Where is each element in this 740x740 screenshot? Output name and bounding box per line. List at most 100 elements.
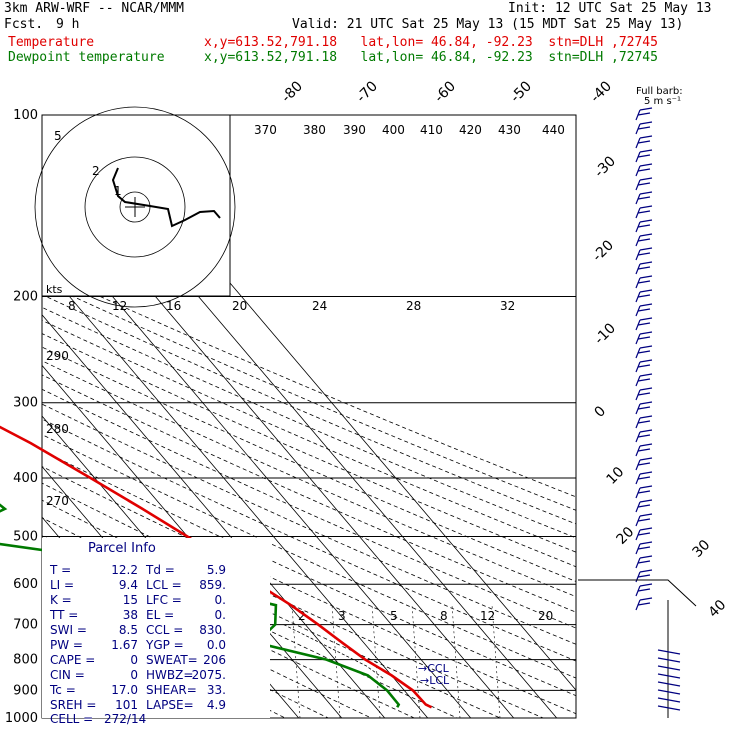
- mixing-ratio-label: 20: [538, 609, 553, 623]
- wind-barb-flag: [639, 359, 653, 363]
- wind-barb-low: [657, 657, 681, 663]
- wind-barb-flag: [639, 303, 653, 307]
- wind-barb-flag: [639, 149, 653, 153]
- dry-adiabat: [42, 319, 576, 553]
- theta-label: 400: [382, 123, 405, 137]
- parcel-path: [283, 624, 384, 679]
- wind-barb-flag: [637, 322, 651, 326]
- parcel-info-key: Td =: [145, 563, 175, 577]
- wind-barb-flag: [637, 448, 651, 452]
- wind-barb-flag: [637, 168, 651, 172]
- parcel-info-value: 0.: [215, 593, 226, 607]
- wind-barb-flag: [639, 191, 653, 195]
- theta-left-label: 290: [46, 349, 69, 363]
- wind-barb-flag: [637, 532, 651, 536]
- wind-barb-flag: [637, 392, 651, 396]
- wind-barb-flag: [637, 350, 651, 354]
- wind-barb-flag: [639, 373, 653, 377]
- legend-temperature-location: x,y=613.52,791.18 lat,lon= 46.84, -92.23…: [204, 35, 658, 50]
- pressure-tick-label: 800: [13, 653, 38, 668]
- model-title: 3km ARW-WRF -- NCAR/MMM: [4, 1, 185, 16]
- ccl-marker: →CCL: [418, 662, 450, 675]
- theta-label: 380: [303, 123, 326, 137]
- parcel-info-value: 101: [115, 698, 138, 712]
- isotherm-label: -50: [508, 78, 535, 105]
- pressure-tick-label: 200: [13, 290, 38, 305]
- isotherm-label: 40: [706, 597, 730, 621]
- wind-barb-flag: [637, 112, 651, 116]
- parcel-info-value: 33.: [207, 683, 226, 697]
- parcel-info-value: 0: [130, 668, 138, 682]
- isotherm-label: 0: [592, 403, 610, 421]
- hodograph-trace: [111, 167, 221, 228]
- dry-adiabat: [42, 333, 576, 568]
- parcel-info-key: Tc =: [49, 683, 76, 697]
- parcel-info-value: 206: [203, 653, 226, 667]
- wind-barb-flag: [639, 499, 653, 503]
- wind-barb-flag: [637, 126, 651, 130]
- mixing-ratio-label: 5: [390, 609, 398, 623]
- hodograph-speed-label: 24: [312, 299, 327, 313]
- wind-barb-flag: [637, 294, 651, 298]
- parcel-info-value: 0.0: [207, 638, 226, 652]
- wind-barb-flag: [637, 140, 651, 144]
- parcel-info-value: 5.9: [207, 563, 226, 577]
- parcel-info-key: YGP =: [145, 638, 184, 652]
- mixing-ratio-line: [371, 604, 381, 718]
- wind-barb-flag: [637, 210, 651, 214]
- parcel-info-key: T =: [49, 563, 71, 577]
- hodograph-frame: [41, 114, 231, 297]
- parcel-info-title: Parcel Info: [88, 541, 156, 556]
- wind-barb-flag: [639, 541, 653, 545]
- mixing-ratio-line: [331, 604, 341, 718]
- isotherm-line: [42, 263, 429, 718]
- init-time: Init: 12 UTC Sat 25 May 13: [508, 1, 712, 16]
- pressure-tick-label: 700: [13, 618, 38, 633]
- parcel-info-background: [42, 538, 270, 718]
- hodograph-ring-label: 5: [54, 129, 62, 143]
- parcel-info-key: PW =: [50, 638, 83, 652]
- wind-barb-flag: [639, 107, 653, 111]
- dry-adiabat: [42, 388, 576, 629]
- mixing-ratio-line: [451, 604, 461, 718]
- wind-barb-unit: 5 m s⁻¹: [644, 96, 681, 107]
- theta-left-label: 270: [46, 494, 69, 508]
- wind-barb-flag: [639, 555, 653, 559]
- pressure-tick-label: 300: [13, 396, 38, 411]
- isotherm-label: -20: [590, 237, 617, 264]
- wind-barb-flag: [639, 443, 653, 447]
- isotherm-label: -70: [354, 78, 381, 105]
- parcel-info-key: CIN =: [50, 668, 85, 682]
- parcel-info-key: SWEAT=: [146, 653, 198, 667]
- isotherm-label: 20: [614, 524, 638, 548]
- theta-label: 420: [459, 123, 482, 137]
- parcel-info-key: EL =: [146, 608, 174, 622]
- parcel-info-key: LFC =: [146, 593, 182, 607]
- pressure-tick-label: 100: [13, 108, 38, 123]
- wind-barb-flag: [639, 233, 653, 237]
- legend-dewpoint: Dewpoint temperature: [8, 50, 165, 65]
- wind-barb-low: [657, 681, 681, 687]
- wind-barb-flag: [639, 429, 653, 433]
- wind-barb-flag: [639, 247, 653, 251]
- wind-barb-flag: [637, 588, 651, 592]
- wind-barb-flag: [639, 135, 653, 139]
- parcel-info-box: [42, 538, 270, 718]
- wind-barb-flag: [639, 569, 653, 573]
- parcel-info-key: SHEAR=: [146, 683, 197, 697]
- parcel-info-value: 12.2: [111, 563, 138, 577]
- mixing-ratio-label: 8: [440, 609, 448, 623]
- wind-barb-flag: [637, 574, 651, 578]
- parcel-info-key: LCL =: [146, 578, 182, 592]
- mixing-ratio-label: 2: [298, 609, 306, 623]
- isotherm-label: 10: [604, 464, 628, 488]
- forecast-label: Fcst.: [4, 17, 44, 32]
- pressure-tick-label: 900: [13, 683, 38, 698]
- wind-barb-flag: [637, 560, 651, 564]
- parcel-info-key: SWI =: [50, 623, 87, 637]
- isotherm-label: -80: [279, 78, 306, 105]
- parcel-info-key: SREH =: [50, 698, 96, 712]
- mixing-ratio-line: [411, 604, 421, 718]
- parcel-info-value: 38: [123, 608, 138, 622]
